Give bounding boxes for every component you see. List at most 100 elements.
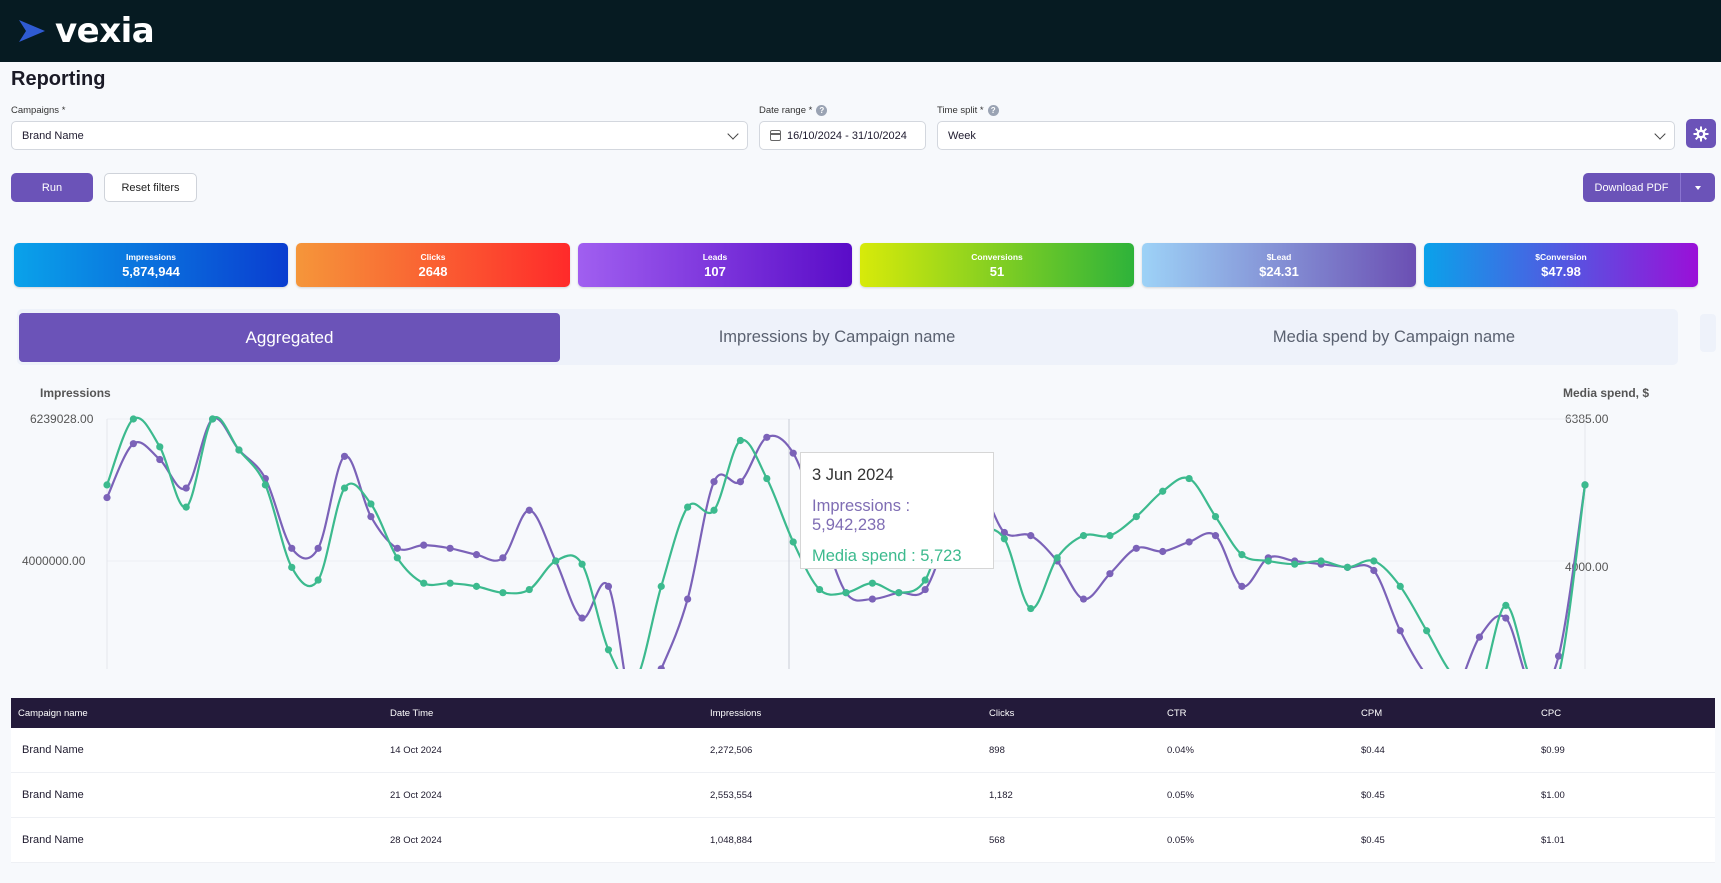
impressions-point[interactable]: [763, 433, 771, 441]
media-spend-point[interactable]: [868, 579, 876, 587]
download-pdf-button[interactable]: Download PDF: [1583, 173, 1680, 202]
impressions-point[interactable]: [103, 493, 111, 502]
tab-media-spend-by-campaign[interactable]: Media spend by Campaign name: [1272, 328, 1516, 346]
media-spend-point[interactable]: [1027, 604, 1035, 613]
impressions-point[interactable]: [1211, 532, 1220, 540]
media-spend-point[interactable]: [314, 576, 322, 584]
media-spend-point[interactable]: [1000, 535, 1008, 543]
media-spend-point[interactable]: [261, 481, 269, 489]
media-spend-point[interactable]: [1264, 557, 1272, 565]
impressions-point[interactable]: [604, 582, 613, 590]
impressions-point[interactable]: [1132, 544, 1140, 552]
column-header[interactable]: Impressions: [710, 707, 762, 719]
run-button[interactable]: Run: [11, 173, 93, 202]
help-icon[interactable]: ?: [987, 105, 999, 116]
media-spend-point[interactable]: [842, 589, 850, 597]
impressions-point[interactable]: [684, 595, 692, 603]
reset-filters-button[interactable]: Reset filters: [104, 173, 197, 202]
media-spend-point[interactable]: [1185, 474, 1193, 483]
impressions-point[interactable]: [710, 478, 718, 486]
media-spend-point[interactable]: [340, 484, 349, 492]
impressions-point[interactable]: [1159, 547, 1167, 556]
media-spend-point[interactable]: [103, 481, 111, 489]
media-spend-point[interactable]: [1132, 513, 1140, 521]
impressions-point[interactable]: [446, 544, 454, 552]
column-header[interactable]: Campaign name: [18, 707, 88, 719]
table-row[interactable]: Brand Name 21 Oct 2024 2,553,554 1,182 0…: [11, 773, 1715, 818]
media-spend-point[interactable]: [604, 646, 613, 654]
media-spend-point[interactable]: [1079, 532, 1088, 540]
media-spend-point[interactable]: [736, 436, 745, 445]
impressions-point[interactable]: [1000, 528, 1008, 537]
impressions-point[interactable]: [1555, 652, 1563, 660]
impressions-point[interactable]: [314, 544, 322, 552]
media-spend-point[interactable]: [1106, 532, 1114, 540]
campaigns-select[interactable]: Brand Name: [11, 121, 748, 150]
impressions-point[interactable]: [156, 455, 164, 464]
media-spend-point[interactable]: [235, 446, 243, 454]
media-spend-point[interactable]: [1053, 554, 1061, 562]
impressions-point[interactable]: [657, 665, 665, 670]
impressions-point[interactable]: [1502, 614, 1510, 622]
media-spend-point[interactable]: [1317, 557, 1325, 565]
help-icon[interactable]: ?: [816, 105, 828, 116]
impressions-point[interactable]: [736, 478, 745, 486]
impressions-point[interactable]: [1370, 566, 1378, 575]
media-spend-point[interactable]: [710, 506, 718, 514]
impressions-point[interactable]: [499, 554, 507, 562]
vexia-logo[interactable]: vexia: [17, 11, 155, 51]
download-options-button[interactable]: [1680, 173, 1715, 202]
impressions-point[interactable]: [367, 513, 375, 521]
column-header[interactable]: CTR: [1167, 707, 1187, 719]
media-spend-point[interactable]: [552, 557, 560, 565]
media-spend-point[interactable]: [816, 585, 824, 594]
settings-button[interactable]: [1686, 119, 1716, 148]
impressions-point[interactable]: [1027, 532, 1035, 540]
column-header[interactable]: CPM: [1361, 707, 1383, 719]
tab-impressions-by-campaign[interactable]: Impressions by Campaign name: [718, 328, 956, 346]
media-spend-point[interactable]: [895, 589, 903, 597]
media-spend-point[interactable]: [789, 538, 797, 546]
media-spend-point[interactable]: [446, 579, 454, 587]
media-spend-point[interactable]: [1502, 601, 1510, 609]
column-header[interactable]: Clicks: [989, 707, 1015, 719]
impressions-point[interactable]: [1396, 627, 1404, 635]
impressions-point[interactable]: [340, 452, 349, 460]
impressions-point[interactable]: [921, 585, 929, 594]
impressions-point[interactable]: [472, 551, 481, 559]
date-range-input[interactable]: 16/10/2024 - 31/10/2024: [759, 121, 926, 150]
impressions-point[interactable]: [393, 544, 401, 552]
media-spend-point[interactable]: [1238, 551, 1246, 559]
media-spend-point[interactable]: [1291, 560, 1299, 568]
impressions-point[interactable]: [182, 484, 190, 492]
media-spend-point[interactable]: [499, 589, 507, 597]
media-spend-point[interactable]: [1211, 513, 1220, 521]
media-spend-point[interactable]: [684, 503, 692, 511]
media-spend-point[interactable]: [921, 576, 929, 584]
tab-aggregated[interactable]: Aggregated: [19, 313, 560, 362]
time-split-select[interactable]: Week: [937, 121, 1675, 150]
media-spend-point[interactable]: [763, 474, 771, 483]
impressions-point[interactable]: [868, 595, 876, 603]
impressions-point[interactable]: [1106, 570, 1114, 578]
table-row[interactable]: Brand Name 14 Oct 2024 2,272,506 898 0.0…: [11, 728, 1715, 773]
impressions-point[interactable]: [578, 614, 586, 622]
impressions-point[interactable]: [1079, 595, 1088, 603]
media-spend-point[interactable]: [578, 560, 586, 568]
media-spend-point[interactable]: [1396, 582, 1404, 590]
media-spend-point[interactable]: [182, 503, 190, 511]
media-spend-point[interactable]: [1159, 487, 1167, 495]
media-spend-point[interactable]: [129, 415, 137, 423]
media-spend-point[interactable]: [420, 579, 428, 587]
impressions-point[interactable]: [525, 506, 533, 514]
media-spend-point[interactable]: [657, 582, 665, 590]
column-header[interactable]: CPC: [1541, 707, 1562, 719]
media-spend-point[interactable]: [367, 500, 375, 508]
media-spend-point[interactable]: [208, 415, 217, 423]
media-spend-point[interactable]: [393, 554, 401, 562]
impressions-point[interactable]: [789, 449, 797, 457]
impressions-point[interactable]: [129, 440, 137, 448]
media-spend-point[interactable]: [472, 582, 481, 590]
media-spend-point[interactable]: [1343, 563, 1352, 571]
impressions-point[interactable]: [1185, 538, 1193, 546]
